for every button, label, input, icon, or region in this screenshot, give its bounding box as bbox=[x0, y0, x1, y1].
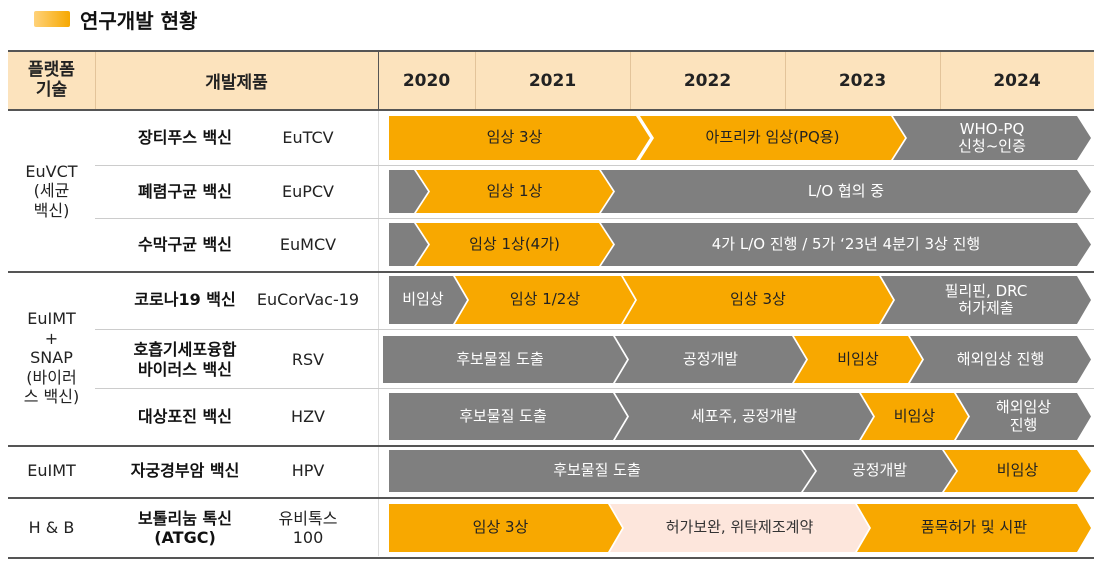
product-name: 대상포진 백신 bbox=[138, 406, 232, 426]
timeline-bar: 공정개발 bbox=[615, 336, 806, 383]
page-title: 연구개발 현황 bbox=[80, 8, 198, 33]
timeline-bar-label: 후보물질 도출 bbox=[456, 349, 544, 368]
header-year-2023: 2023 bbox=[785, 52, 940, 109]
row-divider bbox=[95, 388, 1094, 389]
row-divider bbox=[95, 218, 1094, 219]
product-name: 보톨리눔 톡신 (ATGC) bbox=[138, 508, 232, 547]
timeline-bar-label: 임상 1상 bbox=[486, 181, 543, 200]
product-name: 수막구균 백신 bbox=[138, 234, 232, 254]
header-divider bbox=[940, 52, 941, 109]
timeline-bar-label: 해외임상 진행 bbox=[956, 349, 1045, 368]
title-marker bbox=[34, 11, 70, 27]
row-divider bbox=[95, 165, 1094, 166]
header-divider bbox=[378, 52, 379, 109]
timeline-bar-label: 임상 3상 bbox=[472, 518, 529, 537]
product-code: HZV bbox=[291, 406, 325, 426]
timeline-bar-label: 후보물질 도출 bbox=[553, 461, 641, 480]
header-divider bbox=[95, 52, 96, 109]
timeline-bar: 임상 3상 bbox=[389, 116, 650, 160]
platform-label: EuVCT (세균 백신) bbox=[25, 161, 78, 220]
header-divider bbox=[630, 52, 631, 109]
timeline-bar-label: 임상 3상 bbox=[486, 128, 543, 147]
timeline-bar: 공정개발 bbox=[803, 450, 956, 492]
timeline-bar-label: L/O 협의 중 bbox=[807, 181, 885, 200]
timeline-bar-label: 아프리카 임상(PQ용) bbox=[705, 128, 840, 147]
header-year-2020: 2020 bbox=[378, 52, 475, 109]
header-bottom-line bbox=[8, 109, 1094, 111]
timeline-bar-label: WHO-PQ 신청~인증 bbox=[958, 119, 1026, 155]
timeline-bar: 아프리카 임상(PQ용) bbox=[640, 116, 905, 160]
timeline-bar-label: 허가보완, 위탁제조계약 bbox=[665, 518, 814, 537]
table-top-line bbox=[8, 50, 1094, 52]
timeline-bar: 허가보완, 위탁제조계약 bbox=[610, 504, 869, 552]
timeline-bar: 품목허가 및 시판 bbox=[857, 504, 1091, 552]
product-code: EuCorVac-19 bbox=[256, 290, 360, 310]
timeline-bar: 비임상 bbox=[944, 450, 1091, 492]
timeline-bar: 비임상 bbox=[794, 336, 922, 383]
header-platform: 플랫폼 기술 bbox=[8, 52, 95, 109]
header-year-2021: 2021 bbox=[475, 52, 630, 109]
timeline-bar: 임상 1상 bbox=[416, 170, 613, 213]
timeline-bar-label: 비임상 bbox=[402, 290, 444, 309]
group-divider bbox=[8, 445, 1094, 447]
timeline-bar-label: 품목허가 및 시판 bbox=[920, 518, 1028, 537]
timeline-bar-label: 해외임상 진행 bbox=[995, 398, 1052, 434]
timeline-bar: 비임상 bbox=[389, 276, 467, 324]
timeline-bar: WHO-PQ 신청~인증 bbox=[893, 116, 1091, 160]
timeline-bar: 후보물질 도출 bbox=[389, 393, 627, 440]
group-divider bbox=[8, 271, 1094, 273]
timeline-bar: 임상 3상 bbox=[389, 504, 622, 552]
timeline-bar: 세포주, 공정개발 bbox=[615, 393, 873, 440]
timeline-bar-label: 공정개발 bbox=[682, 349, 739, 368]
timeline-bar-label: 임상 1상(4가) bbox=[469, 234, 560, 253]
product-name: 폐렴구균 백신 bbox=[138, 181, 232, 201]
platform-label: EuIMT + SNAP (바이러 스 백신) bbox=[23, 309, 80, 407]
body-divider bbox=[378, 109, 379, 556]
timeline-bar: 비임상 bbox=[861, 393, 968, 440]
product-code: EuTCV bbox=[282, 128, 334, 148]
timeline-bar-label: 임상 3상 bbox=[730, 290, 786, 309]
timeline-bar-label: 비임상 bbox=[893, 406, 936, 425]
timeline-bar-label: 공정개발 bbox=[851, 461, 908, 480]
timeline-bar-label: 임상 1/2상 bbox=[509, 290, 581, 309]
timeline-bar-label: 비임상 bbox=[837, 349, 879, 368]
header-divider bbox=[475, 52, 476, 109]
timeline-bar-label: 필리핀, DRC 허가제출 bbox=[944, 281, 1028, 317]
timeline-bar: 임상 1/2상 bbox=[455, 276, 635, 324]
product-name: 자궁경부암 백신 bbox=[130, 461, 240, 481]
platform-label: H & B bbox=[28, 518, 75, 538]
header-year-2024: 2024 bbox=[940, 52, 1094, 109]
timeline-bar-label: 비임상 bbox=[996, 461, 1039, 480]
timeline-bar: 필리핀, DRC 허가제출 bbox=[881, 276, 1091, 324]
timeline-bar: 후보물질 도출 bbox=[383, 336, 627, 383]
row-divider bbox=[95, 329, 1094, 330]
timeline-bar-label: 4가 L/O 진행 / 5가 ‘23년 4분기 3상 진행 bbox=[711, 234, 981, 253]
timeline-bar-label: 후보물질 도출 bbox=[459, 406, 547, 425]
header-divider bbox=[785, 52, 786, 109]
product-code: HPV bbox=[291, 461, 325, 481]
timeline-bar: 4가 L/O 진행 / 5가 ‘23년 4분기 3상 진행 bbox=[601, 223, 1091, 266]
product-name: 장티푸스 백신 bbox=[138, 128, 232, 148]
timeline-bar: 해외임상 진행 bbox=[910, 336, 1091, 383]
timeline-bar: 해외임상 진행 bbox=[956, 393, 1091, 440]
product-code: 유비톡스 100 bbox=[278, 508, 338, 547]
platform-label: EuIMT bbox=[27, 461, 76, 481]
table-bottom-line bbox=[8, 557, 1094, 559]
group-divider bbox=[8, 497, 1094, 499]
timeline-bar: L/O 협의 중 bbox=[601, 170, 1091, 213]
timeline-bar-label: 세포주, 공정개발 bbox=[690, 406, 798, 425]
product-name: 호흡기세포융합 바이러스 백신 bbox=[133, 340, 237, 379]
product-code: EuMCV bbox=[279, 234, 337, 254]
section-title: 연구개발 현황 bbox=[34, 4, 197, 34]
timeline-bar: 후보물질 도출 bbox=[389, 450, 815, 492]
product-code: RSV bbox=[291, 349, 325, 369]
timeline-bar: 임상 1상(4가) bbox=[416, 223, 613, 266]
product-code: EuPCV bbox=[281, 181, 334, 201]
product-name: 코로나19 백신 bbox=[134, 290, 236, 310]
header-year-2022: 2022 bbox=[630, 52, 785, 109]
timeline-bar: 임상 3상 bbox=[623, 276, 893, 324]
header-product: 개발제품 bbox=[95, 52, 378, 109]
